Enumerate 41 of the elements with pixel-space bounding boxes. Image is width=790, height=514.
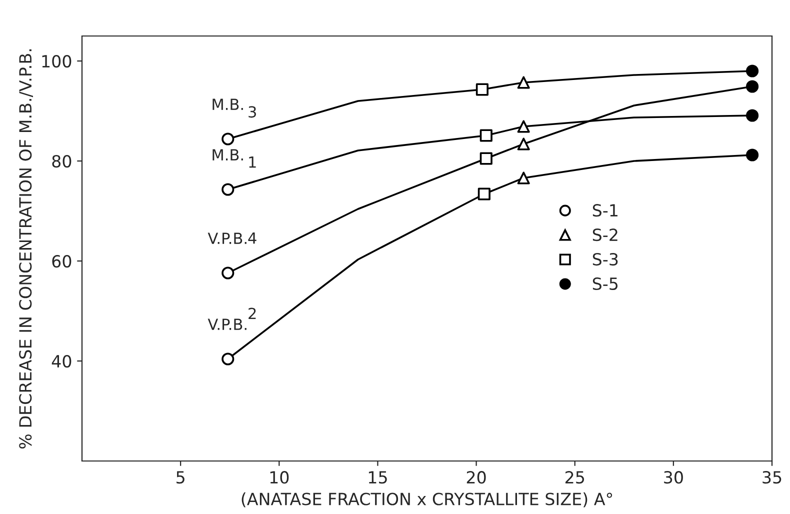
x-tick-label: 15: [368, 471, 387, 484]
point: [517, 138, 530, 150]
y-tick-label: 100: [42, 54, 72, 68]
legend-label: S-2: [592, 228, 618, 242]
point: [480, 129, 492, 142]
legend-label: S-1: [592, 204, 618, 217]
legend-label: S-3: [592, 252, 618, 266]
x-tick-label: 20: [466, 471, 486, 484]
point: [746, 148, 759, 162]
point: [517, 172, 530, 184]
point: [222, 183, 234, 196]
point: [480, 152, 492, 165]
x-tick-label: 35: [762, 471, 782, 484]
point: [746, 64, 759, 78]
annotation: M.B.: [212, 149, 243, 160]
point: [476, 83, 488, 96]
y-tick-label: 40: [52, 354, 72, 368]
annotation: V.P.B.: [208, 318, 246, 330]
series-label: 2: [248, 308, 256, 320]
series-label: 4: [248, 232, 256, 244]
series-label: 1: [249, 156, 256, 168]
x-tick-label: 25: [565, 471, 584, 484]
point: [222, 352, 234, 366]
x-tick-label: 10: [270, 471, 289, 484]
point: [478, 188, 490, 200]
point: [746, 109, 759, 122]
series-label: 3: [248, 106, 256, 118]
x-axis-title: (ANATASE FRACTION x CRYSTALLITE SIZE) A°: [242, 492, 612, 508]
point: [517, 76, 530, 89]
point: [746, 80, 759, 93]
annotation: M.B.: [212, 98, 243, 110]
y-tick-label: 80: [52, 154, 72, 168]
annotation: V.P.B.: [208, 232, 246, 244]
point: [222, 132, 234, 146]
point: [517, 120, 530, 133]
point: [222, 266, 234, 280]
y-axis-title: % DECREASE IN CONCENTRATION OF M.B./V.P.B.: [19, 49, 33, 448]
y-tick-label: 60: [52, 254, 72, 268]
legend-label: S-5: [592, 277, 618, 290]
x-tick-label: 5: [176, 471, 184, 484]
x-tick-label: 30: [664, 471, 683, 484]
